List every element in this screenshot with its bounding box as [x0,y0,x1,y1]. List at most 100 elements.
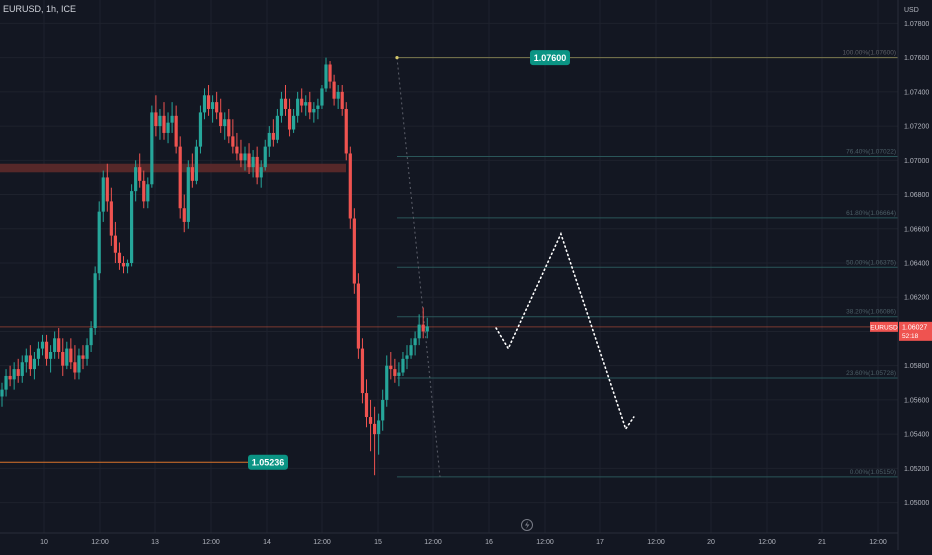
x-tick-label: 12:00 [536,539,554,546]
candle-body [182,208,186,222]
candle-body [211,102,215,109]
price-axis: USD 1.07800 1.07600 1.07400 1.07200 1.07000 1.… [870,7,932,507]
lightning-icon[interactable] [521,519,533,531]
candle-body [194,146,198,181]
candle-body [393,369,397,376]
projected-path[interactable] [495,231,635,431]
x-tick-label: 12:00 [424,539,442,546]
candle-body [328,64,332,82]
candle-body [271,132,275,140]
candle-body [113,235,117,253]
candle-body [223,119,227,127]
high-price-label-text: 1.07600 [534,53,567,63]
candle-body [247,153,251,168]
fib-level-label: 61.80%(1.06664) [846,210,896,217]
y-tick-label: 1.06800 [904,192,929,199]
candle-body [158,115,162,127]
candle-body [425,326,429,332]
candle-body [49,351,53,359]
candle-body [130,191,134,263]
y-tick-label: 1.05600 [904,397,929,404]
candle-body [69,348,73,363]
candle-body [292,115,296,130]
candle-body [198,112,203,147]
low-price-label[interactable]: 1.05236 [248,454,288,470]
candle-body [36,348,41,359]
candle-body [409,345,413,356]
y-tick-label: 1.06600 [904,226,929,233]
supply-zone-rect[interactable] [0,163,346,173]
candle-body [28,355,32,370]
candle-body [401,358,405,373]
fib-level-label: 100.00%(1.07600) [843,50,897,57]
y-tick-label: 1.05200 [904,466,929,473]
fib-level-label: 76.40%(1.07022) [846,149,896,156]
candle-body [24,355,28,363]
x-tick-label: 20 [707,539,715,546]
candle-body [53,338,57,352]
candle-body [251,156,255,168]
symbol-info[interactable]: EURUSD, 1h, ICE [3,4,77,14]
candle-body [174,115,178,147]
candle-body [61,351,65,366]
candle-body [142,180,146,202]
high-price-label[interactable]: 1.07600 [530,50,570,66]
candle-body [360,348,365,394]
candle-body [146,184,150,202]
candle-body [170,115,174,123]
price-labels: 1.07600 1.05236 [248,50,570,470]
candle-body [255,156,259,178]
candle-body [239,153,243,161]
x-tick-label: 17 [596,539,604,546]
fib-level-label: 38.20%(1.06086) [846,309,896,316]
candle-body [381,399,385,421]
candle-body [312,108,316,113]
y-tick-label: 1.06400 [904,261,929,268]
x-tick-label: 12:00 [869,539,887,546]
candle-body [215,102,219,113]
candle-body [352,218,356,284]
symbol-tag-bg [870,321,898,332]
candle-body [93,273,97,329]
candle-body [134,167,138,192]
horizontal-lines [0,326,898,463]
candle-body [178,146,182,209]
x-tick-label: 12:00 [647,539,665,546]
countdown-text: 52:18 [902,333,919,340]
x-tick-label: 13 [151,539,159,546]
candle-body [202,95,207,113]
candle-body [162,115,166,133]
candle-body [304,102,308,106]
fib-level-label: 50.00%(1.06375) [846,259,896,266]
price-tag-bg [899,321,932,341]
fib-anchor-point[interactable] [395,56,399,60]
candle-body [125,263,130,267]
fibonacci-retracement: 100.00%(1.07600) 76.40%(1.07022) 61.80%(1.… [395,50,898,478]
candle-body [97,211,101,274]
candle-body [77,355,81,373]
x-tick-label: 15 [374,539,382,546]
candle-body [57,338,61,352]
y-tick-label: 1.07000 [904,158,929,165]
candle-body [32,358,36,370]
candle-body [348,153,352,219]
candle-body [279,98,284,116]
fib-trend-line [396,57,441,477]
candle-body [296,98,300,116]
grid [0,0,898,533]
x-tick-label: 16 [485,539,493,546]
candle-body [389,365,393,370]
candle-body [373,423,377,435]
candle-body [300,98,304,106]
price-tag-text: 1.06027 [902,324,927,331]
candle-body [267,132,271,147]
candle-body [263,146,267,168]
candle-body [105,177,109,202]
candle-body [259,167,263,178]
candle-body [397,372,401,376]
candle-body [377,420,381,435]
candle-body [40,341,45,349]
candle-body [85,345,89,359]
